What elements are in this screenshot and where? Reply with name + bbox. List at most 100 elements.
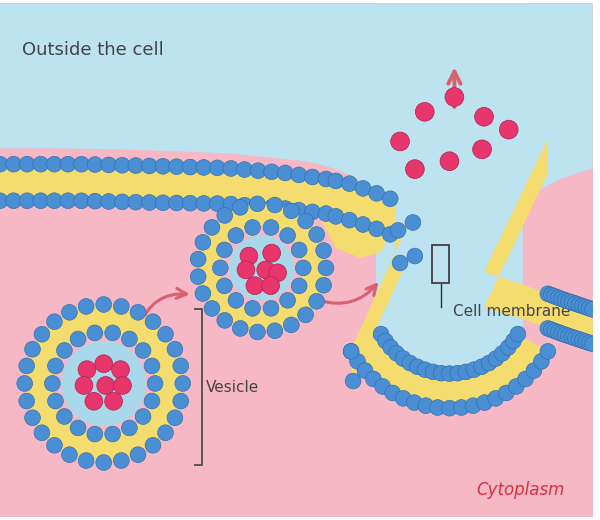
Circle shape (318, 260, 334, 276)
Circle shape (209, 196, 225, 212)
Circle shape (217, 242, 232, 258)
Circle shape (291, 242, 307, 258)
Circle shape (318, 206, 334, 222)
Circle shape (264, 200, 280, 215)
Circle shape (499, 385, 514, 401)
Circle shape (33, 157, 49, 172)
Circle shape (390, 223, 406, 238)
Circle shape (115, 158, 130, 173)
Bar (431, 245, 449, 283)
Polygon shape (381, 294, 518, 373)
Circle shape (406, 160, 424, 178)
Circle shape (190, 269, 206, 284)
Circle shape (568, 296, 583, 311)
Text: Outside the cell: Outside the cell (22, 41, 163, 59)
Circle shape (257, 261, 275, 279)
Circle shape (204, 301, 220, 316)
Circle shape (47, 393, 64, 409)
Circle shape (263, 301, 279, 316)
Circle shape (46, 157, 62, 172)
Circle shape (328, 173, 344, 189)
Circle shape (392, 255, 408, 271)
Circle shape (87, 325, 103, 341)
Circle shape (19, 193, 35, 209)
Circle shape (375, 379, 391, 394)
Circle shape (540, 286, 556, 302)
Circle shape (304, 204, 320, 220)
Circle shape (145, 314, 161, 330)
Circle shape (60, 193, 76, 209)
Circle shape (245, 219, 260, 236)
Circle shape (395, 350, 411, 367)
Circle shape (62, 304, 77, 320)
Circle shape (341, 212, 358, 228)
Circle shape (499, 120, 518, 139)
Circle shape (87, 193, 103, 209)
Circle shape (581, 301, 597, 316)
Circle shape (402, 355, 418, 371)
Circle shape (5, 157, 22, 172)
Circle shape (418, 398, 434, 413)
Circle shape (78, 452, 94, 469)
Circle shape (475, 108, 493, 126)
Circle shape (195, 235, 211, 250)
Circle shape (445, 88, 464, 107)
Circle shape (173, 393, 188, 409)
Circle shape (34, 327, 50, 342)
Circle shape (510, 326, 526, 342)
Circle shape (309, 227, 325, 242)
Circle shape (560, 293, 577, 309)
Circle shape (581, 335, 597, 350)
Circle shape (19, 157, 35, 172)
Circle shape (298, 213, 314, 229)
Circle shape (578, 334, 593, 349)
Circle shape (74, 193, 89, 209)
Circle shape (145, 437, 161, 453)
Circle shape (232, 200, 248, 215)
Circle shape (17, 375, 32, 392)
Circle shape (550, 290, 566, 306)
Circle shape (298, 307, 314, 323)
Circle shape (182, 159, 198, 175)
Circle shape (382, 226, 398, 242)
Circle shape (343, 344, 359, 359)
Circle shape (488, 391, 503, 406)
Circle shape (96, 454, 112, 471)
Circle shape (85, 393, 103, 410)
Polygon shape (197, 204, 326, 332)
Circle shape (122, 420, 137, 436)
Circle shape (147, 375, 163, 392)
Circle shape (95, 355, 113, 373)
Circle shape (212, 260, 228, 276)
Circle shape (128, 158, 144, 174)
Circle shape (262, 277, 280, 294)
Circle shape (350, 354, 365, 369)
Circle shape (217, 207, 233, 224)
Circle shape (75, 376, 93, 394)
Circle shape (155, 195, 171, 211)
Circle shape (169, 159, 184, 175)
Text: Cell membrane: Cell membrane (454, 304, 571, 319)
Circle shape (236, 197, 253, 213)
Circle shape (440, 152, 459, 171)
Circle shape (122, 331, 137, 347)
Circle shape (557, 292, 573, 308)
Circle shape (533, 354, 549, 369)
Circle shape (430, 400, 445, 415)
Circle shape (245, 301, 260, 316)
Circle shape (128, 194, 144, 210)
Circle shape (135, 343, 151, 358)
Circle shape (280, 292, 296, 308)
Circle shape (357, 362, 373, 379)
Circle shape (46, 193, 62, 209)
Circle shape (204, 219, 220, 235)
Circle shape (405, 215, 421, 230)
Circle shape (280, 228, 296, 243)
Circle shape (415, 102, 434, 121)
Circle shape (560, 328, 577, 344)
Polygon shape (351, 220, 410, 383)
Circle shape (101, 157, 116, 173)
Circle shape (309, 293, 325, 309)
Circle shape (250, 196, 265, 212)
Circle shape (175, 375, 191, 392)
